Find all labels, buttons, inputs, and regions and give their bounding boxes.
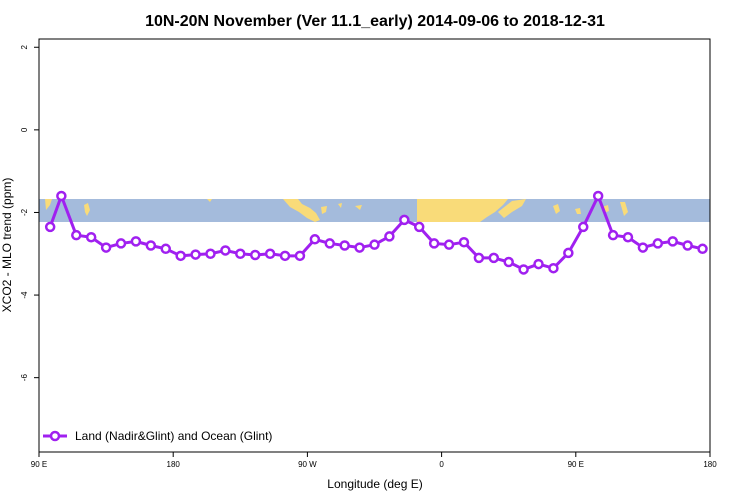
data-point: [637, 242, 649, 253]
data-point: [473, 252, 485, 264]
x-tick-label: 90 E: [31, 460, 47, 469]
data-point: [339, 240, 350, 251]
data-point: [622, 231, 634, 243]
series-layer: [44, 190, 708, 275]
data-point: [443, 239, 455, 250]
data-point: [294, 250, 306, 262]
data-point: [100, 242, 112, 253]
data-point: [563, 247, 574, 259]
x-axis: 90 E 180 90 W 0 90 E 180: [31, 452, 717, 469]
data-point: [369, 239, 380, 250]
x-tick-label: 90 E: [568, 460, 584, 469]
data-point: [548, 262, 559, 274]
x-tick-label: 180: [703, 460, 717, 469]
data-point: [578, 221, 589, 233]
data-point: [533, 258, 544, 270]
x-tick-label: 0: [439, 460, 444, 469]
data-point: [518, 264, 529, 275]
data-point: [56, 190, 67, 202]
data-point: [592, 190, 604, 202]
plot-frame: [38, 38, 711, 453]
data-point: [413, 221, 425, 233]
data-point: [354, 242, 365, 253]
x-tick-label: 180: [167, 460, 181, 469]
data-point: [652, 238, 664, 249]
y-tick-label: 0: [20, 127, 29, 132]
data-point: [71, 229, 82, 241]
data-point: [324, 238, 336, 249]
y-tick-label: 2: [20, 44, 29, 49]
legend-marker: [49, 430, 61, 442]
legend-label: Land (Nadir&Glint) and Ocean (Glint): [75, 429, 272, 443]
data-point: [160, 243, 171, 255]
data-point: [309, 234, 321, 245]
x-axis-label: Longitude (deg E): [327, 477, 422, 491]
data-point: [697, 243, 708, 255]
map-land: [45, 199, 628, 222]
x-tick-label: 90 W: [298, 460, 317, 469]
data-point: [44, 221, 56, 233]
chart-title: 10N-20N November (Ver 11.1_early) 2014-0…: [145, 13, 605, 30]
data-point: [145, 240, 157, 251]
data-point: [458, 236, 470, 248]
data-point: [130, 236, 142, 247]
map-ocean: [39, 199, 710, 222]
data-point: [384, 231, 395, 242]
data-point: [190, 249, 201, 260]
data-point: [220, 245, 231, 256]
y-axis-label: XCO2 - MLO trend (ppm): [0, 178, 14, 313]
data-point: [175, 250, 186, 262]
data-point: [682, 240, 693, 251]
data-point: [249, 249, 261, 261]
data-point: [264, 248, 276, 260]
y-tick-label: -2: [20, 208, 29, 216]
data-point: [85, 231, 97, 243]
y-tick-label: -6: [20, 374, 29, 382]
data-point: [428, 238, 440, 249]
legend: Land (Nadir&Glint) and Ocean (Glint): [43, 429, 272, 443]
data-point: [488, 252, 500, 264]
y-axis: 2 0 -2 -4 -6: [20, 44, 39, 381]
map-band: [39, 199, 710, 222]
data-point: [205, 248, 216, 260]
data-point: [667, 236, 678, 247]
y-tick-label: -4: [20, 291, 29, 299]
data-point: [607, 229, 619, 241]
data-point: [235, 248, 246, 260]
data-point: [115, 238, 127, 249]
data-point: [279, 250, 291, 262]
data-point: [399, 214, 410, 226]
data-point: [503, 256, 514, 268]
